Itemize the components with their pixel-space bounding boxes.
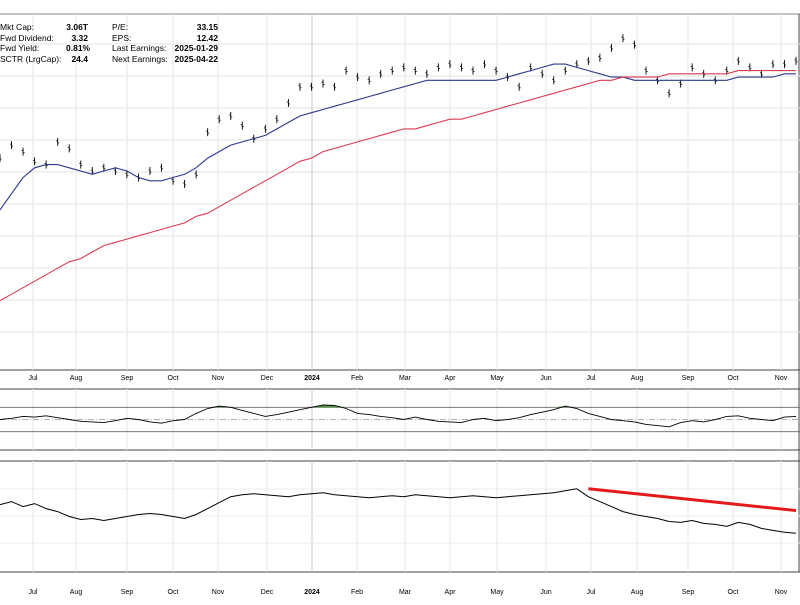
indicator-line	[0, 488, 797, 534]
indicator-trendline	[588, 487, 797, 513]
x-tick-label-top: Jul	[29, 375, 38, 382]
x-tick-label-bottom: Jul	[29, 589, 38, 596]
left-row: Fwd Dividend: 3.32	[0, 33, 88, 44]
moving-average-50-line	[0, 63, 796, 211]
x-tick-label-top: Nov	[775, 375, 788, 382]
stat-value: 3.32	[71, 32, 88, 43]
x-tick-label-bottom: Oct	[168, 589, 179, 596]
x-tick-label-top: Aug	[70, 375, 83, 382]
x-tick-label-bottom: Oct	[728, 589, 739, 596]
stat-value: 2025-01-29	[174, 43, 218, 53]
stats-panel: Mkt Cap: 3.06T Fwd Dividend: 3.32 Fwd Yield:…	[0, 22, 218, 65]
right-row: Last Earnings: 2025-01-29	[112, 43, 218, 54]
x-tick-label-top: Sep	[682, 375, 695, 382]
stat-value: 3.06T	[66, 22, 88, 32]
x-tick-label-bottom: 2024	[304, 589, 320, 596]
rsi-line	[0, 404, 797, 428]
x-tick-label-top: Oct	[168, 375, 179, 382]
x-tick-label-top: Dec	[261, 375, 274, 382]
x-tick-label-top: Mar	[399, 375, 412, 382]
right-row: EPS: 12.42	[112, 33, 218, 44]
x-tick-label-bottom: Apr	[445, 589, 457, 596]
stat-label: EPS:	[112, 32, 132, 43]
left-row: SCTR (LrgCap): 24.4	[0, 54, 88, 65]
x-tick-label-bottom: Nov	[775, 589, 788, 596]
left-row: Mkt Cap: 3.06T	[0, 22, 88, 33]
stat-value: 24.4	[71, 53, 88, 64]
x-tick-label-top: Feb	[351, 375, 363, 382]
x-tick-label-bottom: Aug	[70, 589, 83, 596]
x-tick-label-top: Jul	[587, 375, 596, 382]
x-tick-label-top: Jun	[540, 375, 551, 382]
x-tick-label-bottom: Jul	[587, 589, 596, 596]
x-tick-label-bottom: Aug	[631, 589, 644, 596]
stat-value: 0.81%	[66, 43, 91, 53]
stat-label: SCTR (LrgCap):	[0, 53, 62, 64]
x-tick-label-top: Nov	[212, 375, 225, 382]
stats-left-column: Mkt Cap: 3.06T Fwd Dividend: 3.32 Fwd Yield:…	[0, 22, 91, 65]
x-tick-label-bottom: Feb	[351, 589, 363, 596]
x-tick-label-top: Oct	[728, 375, 739, 382]
stat-value: 33.15	[196, 22, 218, 32]
stat-label: Next Earnings:	[112, 53, 168, 64]
x-tick-label-top: Aug	[631, 375, 644, 382]
moving-average-200-line	[0, 70, 796, 302]
stat-value: 12.42	[196, 32, 218, 43]
x-tick-label-bottom: May	[490, 589, 504, 596]
x-tick-label-top: May	[490, 375, 504, 382]
x-tick-label-bottom: Dec	[261, 589, 274, 596]
stat-label: Fwd Dividend:	[0, 32, 54, 43]
x-tick-label-bottom: Mar	[399, 589, 412, 596]
x-tick-label-top: Apr	[445, 375, 457, 382]
x-tick-label-bottom: Jun	[540, 589, 551, 596]
stat-label: Fwd Yield:	[0, 43, 40, 53]
stat-label: Last Earnings:	[112, 43, 167, 53]
stat-label: P/E:	[112, 22, 129, 32]
right-row: P/E: 33.15	[112, 22, 218, 33]
x-tick-label-top: 2024	[304, 375, 320, 382]
x-tick-label-top: Sep	[121, 375, 134, 382]
left-row: Fwd Yield: 0.81%	[0, 43, 91, 54]
x-tick-label-bottom: Sep	[121, 589, 134, 596]
right-row: Next Earnings: 2025-04-22	[112, 54, 218, 65]
stats-right-column: P/E: 33.15 EPS: 12.42 Last Earnings: 2025-01-…	[112, 22, 218, 64]
x-tick-label-bottom: Nov	[212, 589, 225, 596]
rsi-overbought-fill	[334, 405, 347, 408]
stat-value: 2025-04-22	[174, 53, 218, 64]
stat-label: Mkt Cap:	[0, 22, 35, 32]
x-tick-label-bottom: Sep	[682, 589, 695, 596]
